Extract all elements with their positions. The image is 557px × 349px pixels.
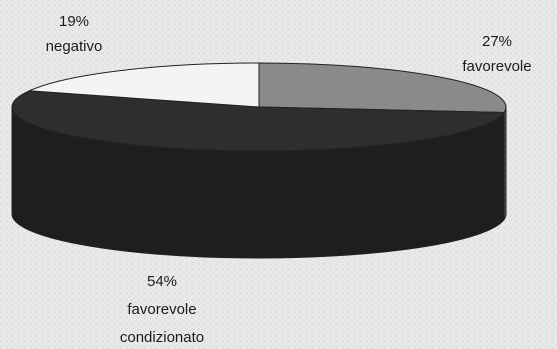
label-favorevole-condizionato: 54% favorevole condizionato bbox=[120, 273, 204, 346]
pie-slice-favorevole-condizionato bbox=[11, 90, 506, 152]
pie-slice-negativo bbox=[29, 62, 260, 108]
slice-percent-favorevole: 27% bbox=[482, 33, 512, 50]
slice-label-negativo: negativo bbox=[46, 38, 103, 55]
pie-slice-favorevole bbox=[258, 62, 507, 114]
slice-label-favorevole-line1: favorevole bbox=[127, 301, 196, 318]
slice-label-favorevole: favorevole bbox=[462, 58, 531, 75]
slice-percent-favorevole-condizionato: 54% bbox=[147, 273, 177, 290]
slice-label-favorevole-line2: condizionato bbox=[120, 329, 204, 346]
slice-percent-negativo: 19% bbox=[59, 13, 89, 30]
pie-top-faces bbox=[11, 62, 507, 152]
label-negativo: 19% negativo bbox=[46, 13, 103, 55]
label-favorevole: 27% favorevole bbox=[462, 33, 531, 75]
